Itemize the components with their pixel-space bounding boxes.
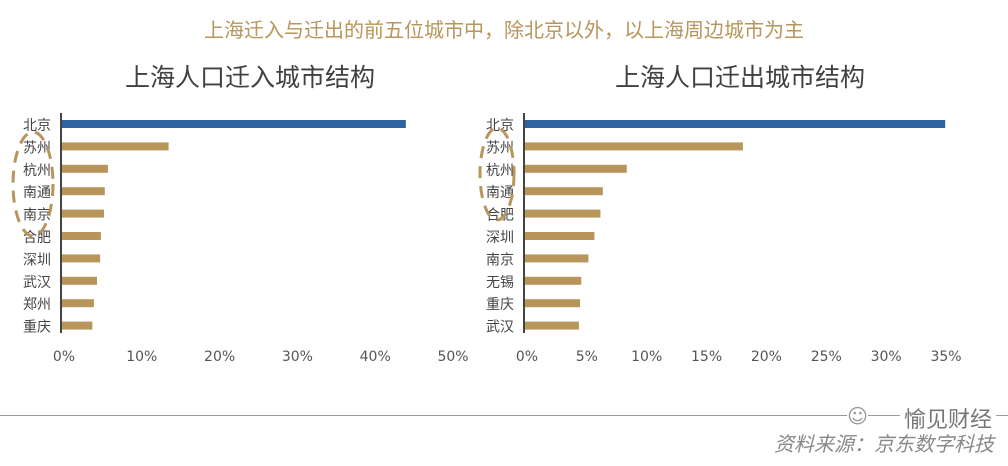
x-tick-label: 15%: [691, 349, 722, 365]
wechat-icon: ☺: [847, 404, 868, 428]
headline: 上海迁入与迁出的前五位城市中，除北京以外，以上海周边城市为主: [204, 18, 804, 42]
bar: [525, 276, 582, 285]
chart-title-in: 上海人口迁入城市结构: [124, 63, 375, 92]
x-tick-label: 10%: [126, 349, 157, 365]
category-label: 深圳: [23, 252, 51, 268]
source-note: 资料来源：京东数字科技: [774, 432, 994, 456]
bar: [62, 209, 105, 218]
bar: [525, 120, 946, 128]
bar: [525, 187, 603, 196]
x-tick-label: 40%: [360, 349, 391, 365]
bar: [62, 254, 101, 263]
x-tick-label: 30%: [282, 349, 313, 365]
bar: [525, 209, 601, 218]
category-label: 郑州: [23, 297, 51, 313]
category-label: 重庆: [486, 297, 514, 313]
category-label: 武汉: [23, 275, 51, 291]
x-tick-label: 50%: [437, 349, 468, 365]
bar: [62, 120, 406, 128]
category-label: 无锡: [486, 275, 514, 291]
category-label: 北京: [23, 118, 51, 134]
bar: [525, 321, 579, 330]
highlight-ellipse: [11, 130, 55, 238]
x-tick-label: 25%: [811, 349, 842, 365]
x-tick-label: 30%: [871, 349, 902, 365]
bar: [525, 299, 581, 308]
x-tick-label: 20%: [204, 349, 235, 365]
x-tick-label: 20%: [751, 349, 782, 365]
bar: [525, 164, 627, 173]
category-label: 杭州: [23, 163, 51, 179]
category-label: 南通: [486, 185, 514, 201]
bar: [525, 232, 595, 240]
category-label: 南通: [23, 185, 51, 201]
bar: [62, 142, 169, 151]
category-label: 苏州: [486, 140, 514, 156]
bar: [62, 276, 98, 285]
category-label: 南京: [23, 208, 51, 224]
category-label: 重庆: [23, 320, 51, 336]
x-tick-label: 0%: [53, 349, 75, 365]
bar: [525, 142, 743, 151]
x-tick-label: 35%: [930, 349, 961, 365]
chart-title-out: 上海人口迁出城市结构: [614, 63, 865, 92]
divider: [0, 415, 1008, 416]
bar: [62, 232, 101, 240]
watermark: 愉见财经: [899, 402, 996, 434]
category-label: 深圳: [486, 230, 514, 246]
bar: [62, 299, 94, 308]
highlight-ellipse: [478, 126, 516, 222]
bar: [62, 321, 93, 330]
x-tick-label: 5%: [576, 349, 598, 365]
bar: [62, 164, 108, 173]
category-label: 杭州: [486, 163, 514, 179]
category-label: 苏州: [23, 140, 51, 156]
bar: [62, 187, 105, 196]
x-tick-label: 0%: [516, 349, 538, 365]
category-label: 合肥: [486, 208, 514, 224]
bar: [525, 254, 589, 263]
x-tick-label: 10%: [631, 349, 662, 365]
category-label: 南京: [486, 252, 514, 268]
category-label: 武汉: [486, 320, 514, 336]
